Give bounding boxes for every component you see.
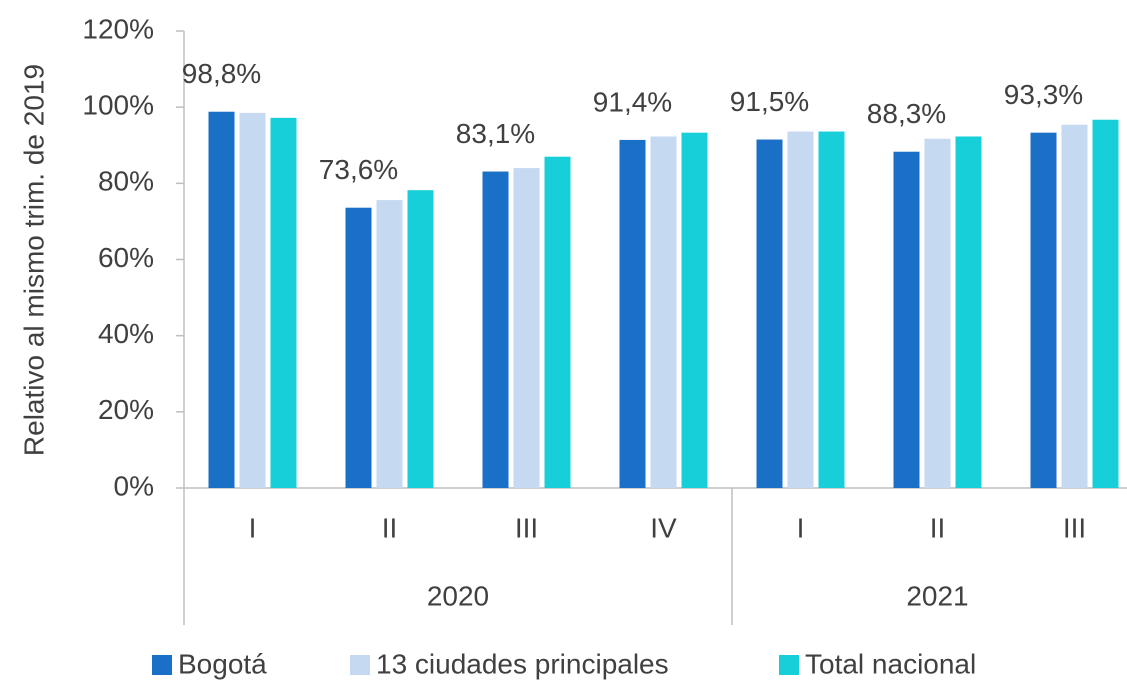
y-tick-label: 60%: [98, 242, 154, 273]
x-tick-label: II: [382, 512, 398, 543]
bar: [681, 132, 708, 488]
x-tick-label: III: [1063, 512, 1086, 543]
bar: [513, 168, 540, 488]
x-tick-label: IV: [650, 512, 677, 543]
value-label: 88,3%: [867, 98, 946, 129]
value-label: 73,6%: [319, 154, 398, 185]
bar: [619, 139, 646, 488]
bar: [650, 136, 677, 488]
value-label: 91,4%: [593, 86, 672, 117]
bar: [955, 136, 982, 488]
bar: [924, 138, 951, 489]
legend-label: Bogotá: [178, 648, 267, 679]
value-label: 98,8%: [182, 58, 261, 89]
y-tick-label: 80%: [98, 166, 154, 197]
y-tick-label: 100%: [82, 90, 154, 121]
x-tick-label: II: [930, 512, 946, 543]
bar: [239, 112, 266, 489]
x-tick-label: I: [797, 512, 805, 543]
value-label: 91,5%: [730, 86, 809, 117]
bar: [208, 111, 235, 488]
legend-label: 13 ciudades principales: [376, 648, 669, 679]
legend-swatch: [350, 655, 370, 675]
bar: [818, 131, 845, 489]
bar: [756, 139, 783, 488]
bar: [1030, 132, 1057, 488]
bar: [482, 171, 509, 488]
bar: [1061, 124, 1088, 488]
x-tick-label: III: [515, 512, 538, 543]
legend-swatch: [152, 655, 172, 675]
y-tick-label: 120%: [82, 13, 154, 44]
bar: [893, 151, 920, 488]
value-label: 83,1%: [456, 118, 535, 149]
x-tick-label: I: [249, 512, 257, 543]
bar: [345, 207, 372, 488]
bar: [1092, 119, 1119, 489]
group-label: 2020: [427, 580, 489, 611]
bar: [544, 156, 571, 489]
legend-swatch: [779, 655, 799, 675]
y-tick-label: 0%: [114, 470, 154, 501]
group-label: 2021: [906, 580, 968, 611]
bar: [787, 131, 814, 489]
y-axis-label: Relativo al mismo trim. de 2019: [18, 64, 49, 456]
y-tick-label: 40%: [98, 318, 154, 349]
value-label: 93,3%: [1004, 79, 1083, 110]
y-tick-label: 20%: [98, 394, 154, 425]
legend-label: Total nacional: [805, 648, 976, 679]
bar: [407, 190, 434, 488]
bar: [376, 200, 403, 488]
bar: [270, 117, 297, 488]
